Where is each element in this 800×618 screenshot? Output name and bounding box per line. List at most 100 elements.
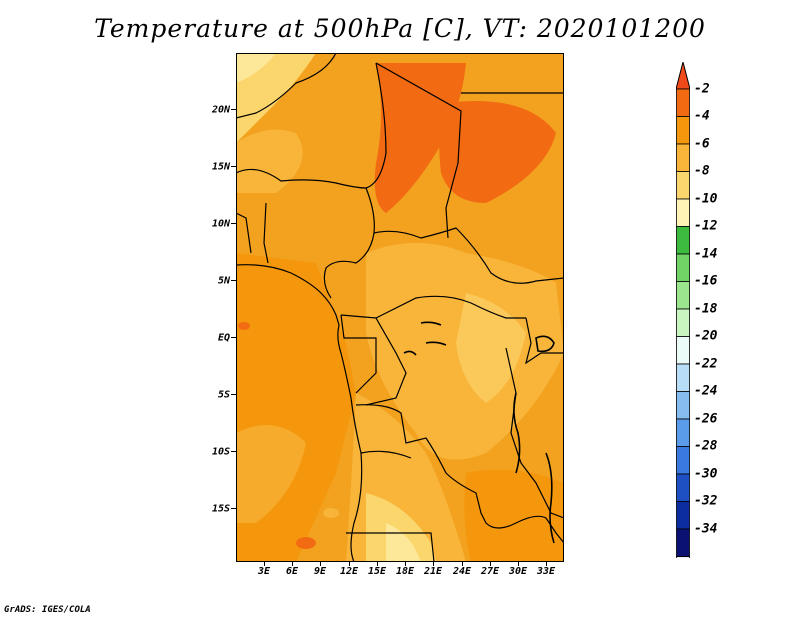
y-tick	[231, 280, 236, 281]
colorbar-label: -10	[694, 191, 718, 207]
colorbar-segment	[676, 171, 690, 200]
x-label-3e: 3E	[257, 566, 271, 577]
y-label-10n: 10N	[211, 218, 230, 230]
northeast-warm-region	[439, 101, 556, 203]
y-tick	[231, 166, 236, 167]
x-label-6e: 6E	[285, 566, 299, 577]
border-uganda	[525, 317, 564, 365]
x-tick	[490, 562, 491, 566]
river-patch-1	[420, 321, 442, 326]
y-tick	[231, 508, 236, 509]
colorbar-bottom-arrow	[676, 556, 690, 558]
colorbar-segment	[676, 501, 690, 530]
lake-victoria	[535, 335, 555, 353]
x-tick	[462, 562, 463, 566]
border-car-south	[340, 295, 526, 319]
y-label-10s: 10S	[211, 446, 230, 458]
warm-spot-southwest	[296, 537, 316, 549]
colorbar-label: -6	[694, 136, 710, 152]
southeast-warm-region	[464, 469, 564, 562]
border-libya-chad-sudan	[375, 62, 462, 239]
colorbar-label: -26	[694, 411, 718, 427]
x-tick	[349, 562, 350, 566]
border-niger-chad	[365, 62, 387, 189]
colorbar-segment	[676, 336, 690, 365]
country-borders	[236, 53, 564, 562]
border-niger-nigeria	[236, 168, 367, 189]
x-label-24e: 24E	[452, 566, 472, 577]
x-label-9e: 9E	[313, 566, 327, 577]
southern-coolest	[366, 493, 436, 562]
y-tick	[231, 337, 236, 338]
colorbar-segment	[676, 308, 690, 337]
temperature-map	[236, 53, 564, 562]
colorbar-label: -24	[694, 383, 718, 399]
colorbar-label: -8	[694, 163, 710, 179]
y-label-5s: 5S	[217, 389, 230, 401]
colorbar-segment	[676, 143, 690, 172]
colorbar-segment	[676, 528, 690, 557]
colorbar-label: -34	[694, 521, 718, 537]
lake-tanganyika	[513, 392, 521, 474]
x-tick	[518, 562, 519, 566]
colorbar-segment	[676, 391, 690, 420]
border-angola-inner	[360, 450, 412, 459]
y-label-eq: EQ	[217, 332, 230, 344]
x-tick	[433, 562, 434, 566]
y-tick	[231, 394, 236, 395]
x-tick	[546, 562, 547, 566]
colorbar-label: -28	[694, 438, 718, 454]
x-label-18e: 18E	[395, 566, 415, 577]
colorbar-segment	[676, 446, 690, 475]
river-patch-3	[403, 350, 417, 356]
border-algeria-mali	[236, 53, 337, 119]
east-plateau	[456, 293, 526, 403]
west-sahel-band	[236, 129, 303, 193]
northwest-cool-region	[236, 53, 316, 143]
colorbar-top-arrow	[676, 62, 690, 90]
y-label-5n: 5N	[217, 275, 230, 287]
colorbar-label: -30	[694, 466, 718, 482]
colorbar-segment	[676, 363, 690, 392]
x-label-27e: 27E	[480, 566, 500, 577]
y-tick	[231, 223, 236, 224]
y-label-15n: 15N	[211, 161, 230, 173]
map-canvas	[236, 53, 564, 562]
colorbar-segment	[676, 253, 690, 282]
border-gabon-congo	[340, 314, 377, 394]
x-label-30e: 30E	[508, 566, 528, 577]
colorbar-segment	[676, 281, 690, 310]
x-tick	[377, 562, 378, 566]
border-car-north	[373, 227, 564, 284]
border-angola-namibia	[346, 532, 435, 562]
x-tick	[320, 562, 321, 566]
colorbar-segment	[676, 226, 690, 255]
y-tick	[231, 109, 236, 110]
colorbar-label: -18	[694, 301, 718, 317]
border-nigeria-cameroon	[323, 187, 375, 299]
colorbar-label: -20	[694, 328, 718, 344]
border-drc-angola-zambia	[355, 404, 564, 544]
atlantic-coastline	[236, 264, 363, 562]
warm-spot-west	[238, 322, 250, 330]
border-togo-ghana	[236, 212, 252, 254]
colorbar-label: -22	[694, 356, 718, 372]
colorbar-segment	[676, 198, 690, 227]
cool-spot-southwest	[323, 508, 339, 518]
colorbar	[676, 62, 690, 558]
credit-text: GrADS: IGES/COLA	[4, 605, 91, 615]
y-label-15s: 15S	[211, 503, 230, 515]
river-patch-2	[425, 341, 447, 346]
x-label-15e: 15E	[367, 566, 387, 577]
colorbar-label: -2	[694, 81, 710, 97]
colorbar-label: -14	[694, 246, 718, 262]
colorbar-label: -4	[694, 108, 710, 124]
border-benin	[263, 202, 269, 264]
x-label-33e: 33E	[536, 566, 556, 577]
x-tick	[405, 562, 406, 566]
x-tick	[264, 562, 265, 566]
y-label-20n: 20N	[211, 104, 230, 116]
colorbar-segment	[676, 88, 690, 117]
southwest-band	[236, 425, 306, 523]
colorbar-segment	[676, 418, 690, 447]
